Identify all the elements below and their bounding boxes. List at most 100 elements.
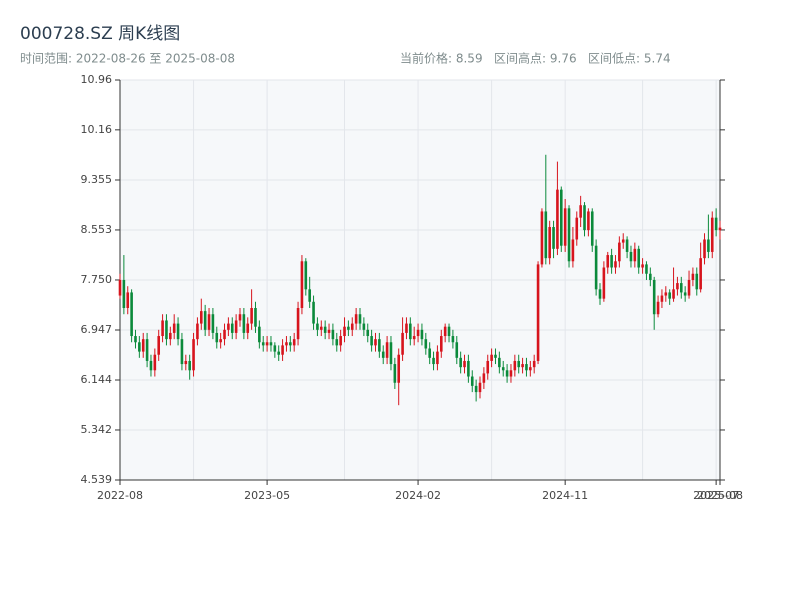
candle-body bbox=[219, 339, 222, 343]
candle-body bbox=[455, 342, 459, 358]
candle-body bbox=[517, 360, 521, 368]
y-tick-label: 10.96 bbox=[81, 73, 113, 86]
candle-body bbox=[397, 354, 401, 383]
candle-body bbox=[165, 320, 168, 340]
candle-body bbox=[498, 357, 501, 368]
candle-body bbox=[339, 336, 342, 346]
candle-body bbox=[571, 239, 575, 262]
subtitle: 时间范围: 2022-08-26 至 2025-08-08 bbox=[20, 52, 235, 66]
candle-body bbox=[447, 326, 451, 337]
candle-body bbox=[683, 292, 687, 296]
candle-body bbox=[203, 311, 207, 330]
candle-body bbox=[238, 314, 242, 321]
candle-body bbox=[656, 301, 660, 315]
candle-body bbox=[215, 332, 219, 343]
candle-body bbox=[149, 360, 153, 371]
candle-body bbox=[629, 251, 633, 262]
candle-body bbox=[242, 314, 246, 333]
candle-body bbox=[312, 301, 315, 324]
candle-body bbox=[474, 385, 478, 393]
candle-body bbox=[401, 332, 404, 355]
candle-body bbox=[304, 261, 308, 290]
candle-body bbox=[567, 208, 571, 262]
candle-body bbox=[556, 189, 559, 249]
candle-body bbox=[378, 339, 381, 352]
candle-body bbox=[250, 308, 253, 324]
candle-body bbox=[703, 239, 706, 259]
y-tick-label: 8.553 bbox=[81, 223, 113, 236]
candle-body bbox=[459, 357, 462, 368]
candle-body bbox=[199, 311, 203, 324]
candle-body bbox=[223, 329, 226, 340]
candle-body bbox=[467, 360, 470, 377]
candle-body bbox=[645, 264, 648, 274]
candle-body bbox=[393, 364, 397, 383]
candle-body bbox=[614, 261, 617, 268]
candle-body bbox=[347, 326, 350, 330]
candle-body bbox=[138, 342, 141, 352]
candle-body bbox=[548, 227, 551, 259]
candle-body bbox=[718, 227, 722, 231]
candle-body bbox=[625, 239, 629, 252]
candle-body bbox=[521, 364, 524, 368]
candle-body bbox=[258, 326, 261, 343]
candle-body bbox=[157, 336, 161, 355]
candle-body bbox=[172, 323, 176, 333]
candle-body bbox=[513, 360, 517, 371]
candle-body bbox=[385, 342, 389, 358]
x-tick-label: 2025-07 bbox=[693, 489, 739, 502]
candle-body bbox=[532, 360, 536, 368]
candle-body bbox=[141, 339, 145, 352]
candle-body bbox=[579, 205, 582, 218]
candle-body bbox=[285, 342, 288, 346]
candle-body bbox=[509, 370, 513, 377]
candle-body bbox=[405, 323, 408, 333]
candle-body bbox=[563, 208, 567, 246]
candle-body bbox=[470, 376, 474, 386]
candle-body bbox=[362, 323, 366, 330]
candle-body bbox=[343, 326, 346, 337]
candle-body bbox=[695, 273, 699, 290]
x-tick-label: 2024-11 bbox=[542, 489, 588, 502]
candle-body bbox=[145, 339, 149, 361]
candle-body bbox=[672, 289, 675, 299]
candle-body bbox=[327, 329, 331, 333]
candle-body bbox=[443, 326, 447, 337]
candle-body bbox=[699, 258, 702, 290]
candle-body bbox=[192, 339, 195, 371]
candle-body bbox=[544, 211, 548, 259]
candle-body bbox=[323, 326, 327, 333]
candle-body bbox=[412, 336, 416, 340]
candle-body bbox=[621, 239, 625, 243]
candle-body bbox=[536, 264, 540, 361]
candle-body bbox=[494, 354, 497, 358]
candle-body bbox=[529, 367, 532, 371]
candle-body bbox=[211, 314, 215, 333]
candle-body bbox=[254, 308, 257, 327]
candle-body bbox=[358, 314, 362, 324]
candle-body bbox=[420, 329, 424, 340]
candle-body bbox=[610, 255, 613, 268]
candle-body bbox=[463, 360, 466, 368]
candle-body bbox=[641, 264, 644, 268]
candle-body bbox=[501, 367, 505, 371]
candle-body bbox=[366, 329, 370, 337]
stats: 当前价格: 8.59 区间高点: 9.76 区间低点: 5.74 bbox=[400, 51, 671, 66]
candle-body bbox=[687, 279, 691, 296]
candle-body bbox=[134, 336, 137, 343]
candle-body bbox=[389, 342, 393, 365]
candle-body bbox=[575, 217, 579, 240]
candle-body bbox=[633, 248, 637, 262]
candle-body bbox=[583, 205, 586, 231]
y-tick-label: 9.355 bbox=[81, 173, 113, 186]
y-tick-label: 10.16 bbox=[81, 123, 113, 136]
candle-body bbox=[281, 345, 284, 355]
candle-body bbox=[161, 320, 164, 337]
candle-body bbox=[188, 360, 191, 371]
candle-body bbox=[428, 348, 431, 358]
y-tick-label: 5.342 bbox=[81, 423, 113, 436]
candle-body bbox=[490, 354, 493, 361]
candle-body bbox=[590, 211, 594, 246]
candle-body bbox=[618, 242, 621, 262]
